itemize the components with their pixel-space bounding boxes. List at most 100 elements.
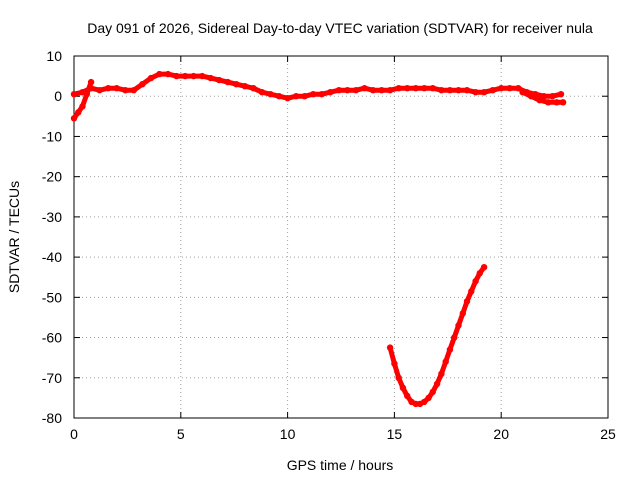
x-tick-label: 20 [493,426,509,442]
data-point [446,346,454,353]
y-tick-label: 0 [54,88,62,104]
data-point [335,87,343,94]
x-tick-labels: 0 5 10 15 20 25 [70,426,616,442]
y-tick-label: -30 [42,209,62,225]
data-point [224,78,231,86]
data-point [241,83,249,90]
data-point [455,87,462,94]
series-line [71,71,564,101]
data-point [463,298,471,305]
y-tick-label: -50 [42,289,62,305]
data-point [480,264,488,271]
data-point [156,70,163,78]
data-point [446,87,454,94]
data-point [468,288,475,295]
x-axis-label: GPS time / hours [287,457,394,473]
data-point [421,398,428,406]
data-point [96,87,103,94]
data-point [404,392,411,400]
data-point [476,270,483,277]
data-point [472,89,479,96]
data-point [318,91,325,98]
data-point [113,85,120,92]
data-point [352,87,360,94]
y-tick-label: 10 [46,48,62,64]
chart-title: Day 091 of 2026, Sidereal Day-to-day VTE… [87,20,593,36]
data-point [480,89,488,96]
data-point [438,87,445,94]
y-axis-label: SDTVAR / TECUs [6,181,22,293]
data-point [87,78,95,86]
data-point [181,72,189,80]
data-point [216,76,223,84]
data-point [433,380,441,387]
data-point [75,109,82,116]
data-point [267,91,274,98]
data-point [122,87,129,94]
y-tick-label: -70 [42,370,62,386]
data-series [70,70,567,408]
series-3 [70,78,95,122]
data-point [147,74,155,82]
data-point [545,99,552,106]
x-tick-label: 25 [600,426,616,442]
data-point [489,87,496,94]
series-4 [386,264,488,408]
y-tick-labels: -80 -70 -60 -50 -40 -30 -20 -10 0 10 [42,48,62,426]
data-point [429,85,436,92]
data-point [404,85,411,92]
axis-ticks [73,55,609,419]
x-tick-label: 5 [177,426,185,442]
x-tick-label: 10 [280,426,296,442]
data-point [527,93,535,100]
data-point [399,384,407,391]
data-point [207,74,214,82]
x-tick-label: 0 [70,426,78,442]
data-point [301,93,308,100]
data-point [199,72,206,80]
data-point [540,93,548,100]
data-point [459,310,466,317]
data-point [369,87,377,94]
data-point [139,81,146,88]
data-point [164,70,172,78]
data-point [549,93,556,100]
data-point [559,99,567,106]
data-point [421,85,428,92]
series-2 [519,89,567,106]
data-point [344,87,351,94]
data-point [275,93,283,100]
data-point [536,97,543,104]
data-point [70,91,78,98]
data-point [472,278,479,285]
data-point [292,93,300,100]
data-point [553,99,560,106]
data-point [386,344,394,351]
data-point [190,72,197,80]
plot-frame [73,55,609,419]
y-tick-label: -10 [42,128,62,144]
series-1 [70,70,565,102]
data-point [442,358,449,365]
data-point [429,388,436,396]
data-point [83,91,91,98]
data-point [327,89,334,96]
y-tick-label: -60 [42,330,62,346]
data-point [438,370,445,377]
data-point [310,91,317,98]
data-point [557,91,565,98]
data-point [425,394,432,402]
data-point [233,81,240,88]
data-point [173,72,180,80]
data-point [506,85,513,92]
data-point [391,360,398,367]
data-point [105,85,112,92]
data-point [519,89,526,96]
data-point [498,85,505,92]
data-point [250,85,257,92]
data-point [130,87,137,94]
grid-lines [74,56,608,418]
data-point [258,89,266,96]
data-point [395,374,402,381]
